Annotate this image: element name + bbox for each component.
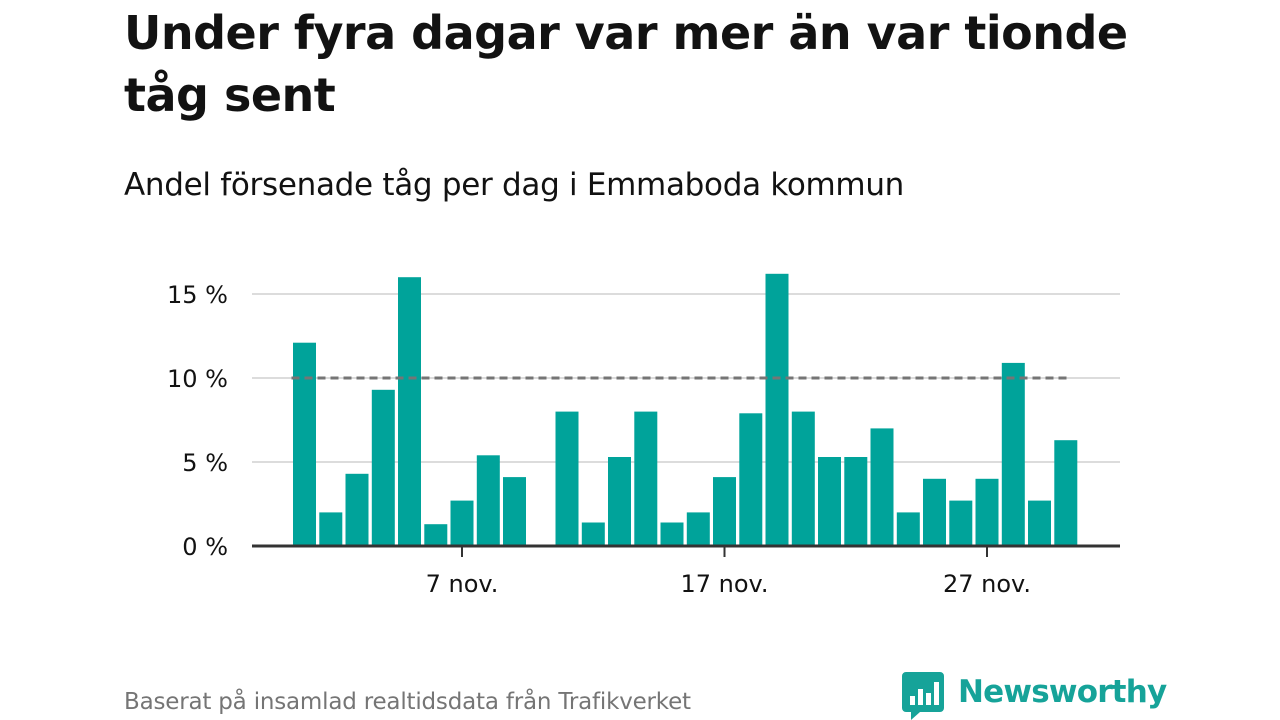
bar: [371, 389, 395, 546]
bar: [503, 477, 526, 546]
bar-chart-speech-bubble-icon: [902, 672, 944, 720]
bar: [424, 524, 448, 546]
bar: [870, 428, 894, 546]
bar: [713, 477, 736, 546]
bar: [1001, 362, 1025, 546]
bars: [293, 273, 1078, 546]
y-tick-label: 10 %: [167, 365, 228, 393]
bar: [476, 455, 500, 546]
bar: [450, 500, 474, 546]
bar: [1054, 440, 1078, 546]
y-tick-label: 15 %: [167, 281, 228, 309]
chart-subtitle: Andel försenade tåg per dag i Emmaboda k…: [124, 167, 905, 203]
y-tick-label: 0 %: [182, 533, 228, 561]
bar: [949, 500, 973, 546]
x-tick-label: 27 nov.: [943, 570, 1031, 598]
x-tick-label: 17 nov.: [680, 570, 768, 598]
bar: [608, 457, 631, 546]
bar: [293, 342, 316, 546]
brand-name: Newsworthy: [958, 674, 1167, 710]
bar-chart: 7 nov. 17 nov. 27 nov. 0 % 5 % 10 % 15 %: [167, 273, 1120, 598]
bar: [319, 512, 343, 546]
bar: [581, 522, 605, 546]
bar: [1028, 500, 1051, 546]
bar: [739, 413, 763, 546]
bar: [555, 411, 579, 546]
y-axis-labels: 0 % 5 % 10 % 15 %: [167, 281, 228, 561]
x-axis: 7 nov. 17 nov. 27 nov.: [252, 544, 1120, 598]
bar: [896, 512, 920, 546]
bar: [686, 512, 710, 546]
bar: [765, 273, 789, 546]
bar: [398, 277, 421, 546]
bar: [844, 457, 868, 546]
bar: [660, 522, 684, 546]
y-tick-label: 5 %: [182, 449, 228, 477]
bar: [923, 478, 946, 546]
bar: [818, 457, 841, 546]
x-tick-label: 7 nov.: [426, 570, 499, 598]
bar: [634, 411, 658, 546]
bar: [791, 411, 815, 546]
bar: [975, 478, 999, 546]
source-note: Baserat på insamlad realtidsdata från Tr…: [124, 689, 691, 715]
bar: [345, 473, 369, 546]
chart-title: Under fyra dagar var mer än var tionde t…: [124, 6, 1128, 122]
